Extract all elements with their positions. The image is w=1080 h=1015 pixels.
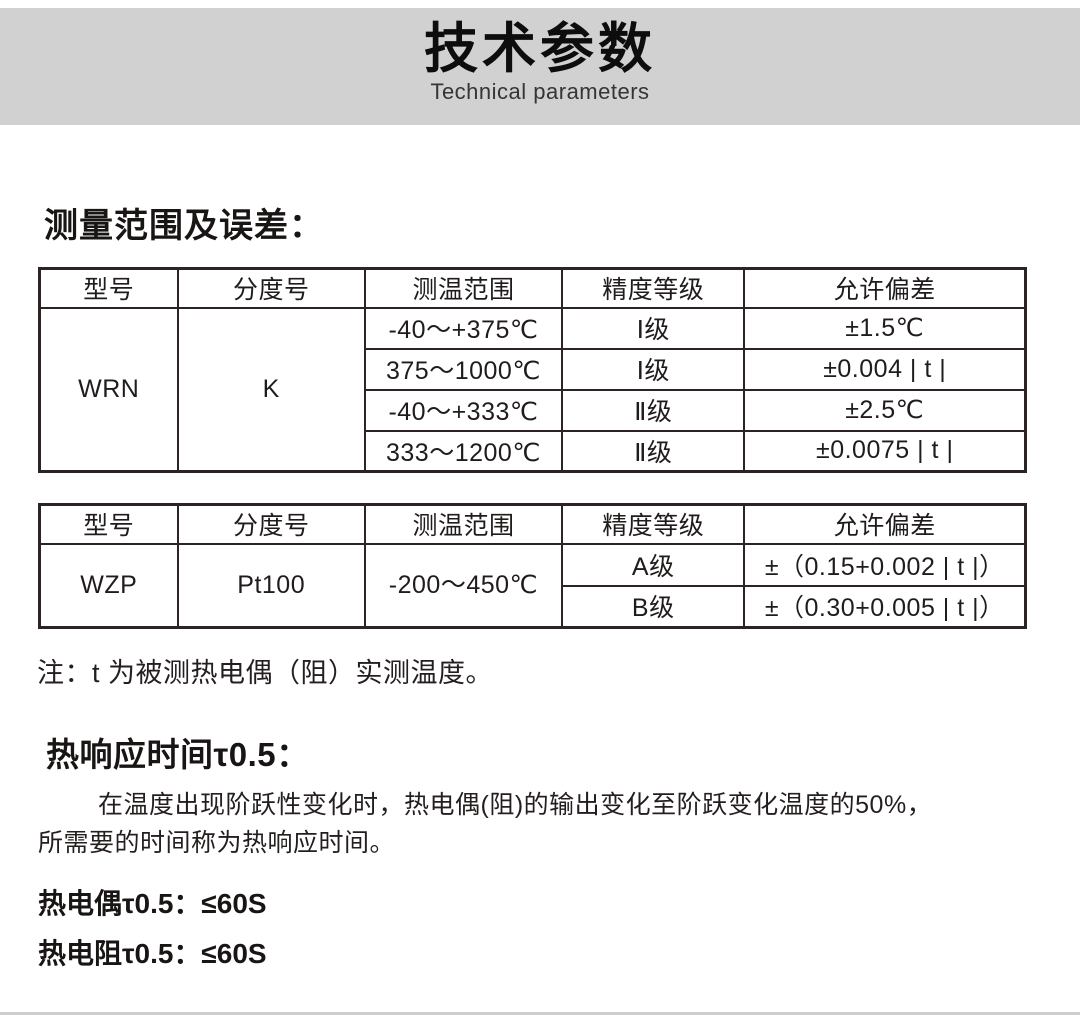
table-row: WRN K -40～+375℃ Ⅰ级 ±1.5℃ [38, 306, 1027, 473]
table-header-row: 型号 分度号 测温范围 精度等级 允许偏差 [38, 267, 1027, 309]
wzp-spec-table: 型号 分度号 测温范围 精度等级 允许偏差 WZP Pt100 -200～450… [38, 503, 1027, 629]
col-header-deviation: 允许偏差 [743, 267, 1027, 309]
paragraph-line: 在温度出现阶跃性变化时，热电偶(阻)的输出变化至阶跃变化温度的50%， [98, 791, 933, 819]
cell-grade: Ⅰ级 [561, 306, 746, 350]
cell-range: -40～+375℃ [363, 306, 564, 350]
cell-range: 375～1000℃ [363, 347, 564, 391]
wrn-spec-table: 型号 分度号 测温范围 精度等级 允许偏差 WRN K -40～+375℃ Ⅰ级… [38, 267, 1027, 473]
col-header-range: 测温范围 [363, 267, 564, 309]
col-header-grade: 精度等级 [561, 267, 746, 309]
section-heading-measurement-range: 测量范围及误差： [44, 207, 324, 245]
page-subtitle: Technical parameters [430, 79, 650, 104]
col-header-graduation: 分度号 [176, 503, 366, 545]
cell-model: WZP [38, 542, 179, 629]
table-row: -40～+333℃ Ⅱ级 ±2.5℃ [40, 388, 1027, 432]
table-row: 375～1000℃ Ⅰ级 ±0.004 | t | [40, 347, 1027, 391]
cell-deviation: ±0.004 | t | [743, 347, 1027, 391]
cell-range: -40～+333℃ [363, 388, 564, 432]
col-header-graduation: 分度号 [176, 267, 366, 309]
paragraph-line: 所需要的时间称为热响应时间。 [38, 829, 396, 857]
rtd-response-value: 热电阻τ0.5：≤60S [38, 938, 267, 969]
table-row: 333～1200℃ Ⅱ级 ±0.0075 | t | [40, 429, 1027, 473]
page-title: 技术参数 [424, 19, 656, 79]
cell-grade: Ⅱ级 [561, 429, 746, 473]
cell-grade: B级 [561, 584, 746, 629]
cell-grade: Ⅰ级 [561, 347, 746, 391]
col-header-grade: 精度等级 [561, 503, 746, 545]
col-header-deviation: 允许偏差 [743, 503, 1027, 545]
thermocouple-response-value: 热电偶τ0.5：≤60S [38, 888, 267, 919]
col-header-model: 型号 [38, 503, 179, 545]
cell-deviation: ±2.5℃ [743, 388, 1027, 432]
cell-grade: A级 [561, 542, 746, 587]
cell-grade: Ⅱ级 [561, 388, 746, 432]
cell-deviation: ±（0.15+0.002 | t |） [743, 542, 1027, 587]
cell-deviation: ±1.5℃ [743, 306, 1027, 350]
table-row: B级 ±（0.30+0.005 | t |） [40, 584, 1027, 629]
col-header-model: 型号 [38, 267, 179, 309]
cell-graduation: Pt100 [176, 542, 366, 629]
cell-graduation: K [176, 306, 366, 473]
bottom-divider [0, 1012, 1080, 1015]
cell-range: -200～450℃ [363, 542, 564, 629]
table-footnote: 注：t 为被测热电偶（阻）实测温度。 [37, 658, 494, 688]
table-row: WZP Pt100 -200～450℃ A级 ±（0.15+0.002 | t … [38, 542, 1027, 629]
cell-model: WRN [38, 306, 179, 473]
header-band: 技术参数 Technical parameters [0, 8, 1080, 125]
col-header-range: 测温范围 [363, 503, 564, 545]
table-header-row: 型号 分度号 测温范围 精度等级 允许偏差 [38, 503, 1027, 545]
cell-range: 333～1200℃ [363, 429, 564, 473]
cell-deviation: ±（0.30+0.005 | t |） [743, 584, 1027, 629]
section-heading-response-time: 热响应时间τ0.5： [46, 736, 310, 773]
cell-deviation: ±0.0075 | t | [743, 429, 1027, 473]
response-time-paragraph: 在温度出现阶跃性变化时，热电偶(阻)的输出变化至阶跃变化温度的50%， 所需要的… [38, 786, 1038, 862]
